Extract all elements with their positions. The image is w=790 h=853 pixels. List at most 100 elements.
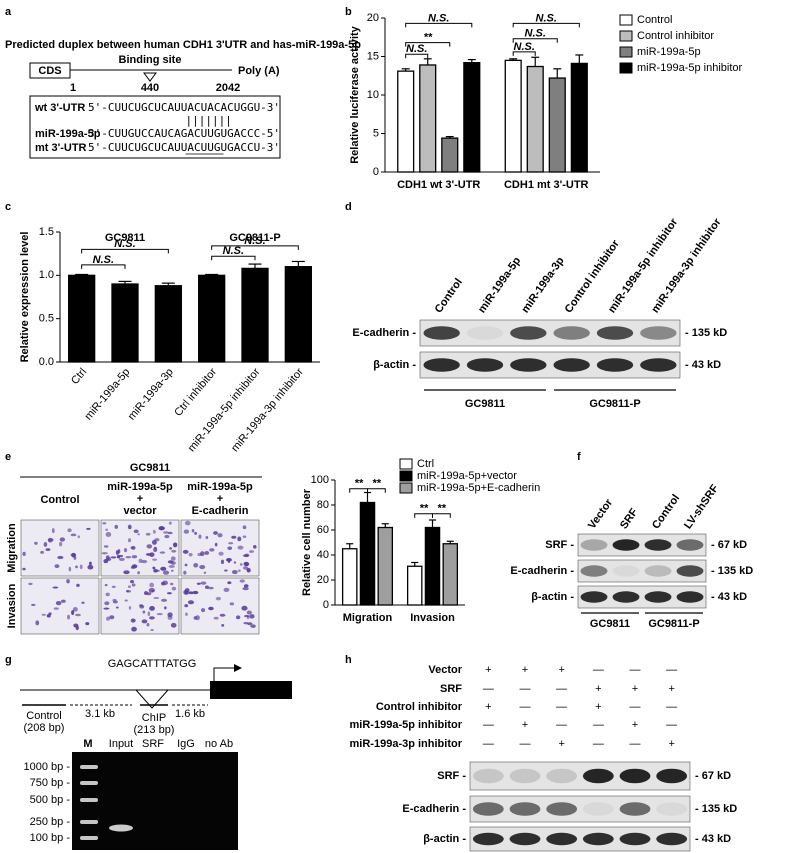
condition-sign: — — [520, 701, 531, 713]
stained-cell — [116, 555, 121, 559]
stained-cell — [131, 583, 136, 587]
region-label: Control — [26, 710, 61, 722]
blot-band — [580, 591, 608, 603]
blot-strip — [577, 585, 707, 609]
stained-cell — [153, 568, 158, 573]
stained-cell — [219, 613, 226, 617]
stained-cell — [115, 550, 120, 555]
row-label: E-cadherin - — [510, 565, 574, 577]
condition-sign: — — [593, 738, 604, 750]
stained-cell — [152, 529, 156, 534]
stained-cell — [161, 598, 168, 602]
ladder-band — [80, 781, 98, 785]
blot-band — [582, 768, 614, 784]
blot-band — [619, 768, 651, 784]
stained-cell — [126, 590, 132, 593]
blot-band — [640, 326, 677, 340]
stained-cell — [87, 564, 94, 570]
blot-band — [582, 802, 614, 816]
srf-site — [134, 689, 170, 709]
blot-band — [466, 358, 504, 372]
panel-letter: h — [345, 654, 352, 666]
bar — [341, 548, 358, 606]
stained-cell — [150, 629, 154, 632]
position-label: 1 — [70, 82, 76, 94]
annotation: N.S. — [514, 41, 535, 53]
ladder-label: 250 bp - — [30, 816, 71, 828]
stained-cell — [59, 541, 63, 547]
stained-cell — [242, 566, 249, 570]
stained-cell — [220, 559, 225, 565]
stained-cell — [57, 555, 64, 560]
stained-cell — [138, 558, 143, 563]
stained-cell — [200, 581, 207, 585]
pcr-band — [109, 824, 133, 832]
group-label: GC9811 — [105, 232, 145, 244]
legend-swatch — [399, 482, 413, 494]
size-label: - 135 kD — [695, 803, 737, 815]
condition-sign: + — [522, 664, 528, 676]
stained-cell — [85, 622, 90, 626]
row-label: E-cadherin - — [352, 327, 416, 339]
stained-cell — [158, 526, 165, 530]
stained-cell — [172, 542, 178, 548]
stained-cell — [184, 590, 189, 595]
x-tick-label: Migration — [343, 612, 393, 624]
blot-band — [553, 326, 590, 340]
condition-label: E-cadherin — [192, 505, 249, 517]
legend-label: Control — [637, 14, 672, 26]
condition-sign: + — [668, 683, 674, 695]
stained-cell — [149, 616, 155, 620]
tss-arrow — [213, 667, 234, 681]
stained-cell — [229, 602, 235, 606]
significance-bracket — [512, 51, 536, 56]
stained-cell — [246, 615, 250, 620]
stained-cell — [130, 546, 134, 549]
bar — [359, 501, 376, 606]
bar — [548, 77, 566, 173]
stained-cell — [237, 545, 244, 550]
stained-cell — [242, 586, 249, 591]
stained-cell — [86, 527, 91, 530]
stained-cell — [71, 610, 75, 615]
stained-cell — [68, 566, 72, 572]
stained-cell — [34, 541, 38, 545]
tss-arrowhead — [234, 664, 242, 672]
x-tick-label: miR-199a-5p — [82, 366, 132, 422]
condition-sign: + — [485, 664, 491, 676]
bar — [377, 526, 394, 606]
lane-label: Control — [433, 276, 465, 315]
stained-cell — [54, 564, 60, 569]
lane-label: IgG — [177, 738, 195, 750]
stained-cell — [28, 582, 33, 586]
stained-cell — [188, 553, 193, 557]
stained-cell — [137, 533, 140, 536]
stained-cell — [105, 532, 112, 537]
micrograph — [100, 519, 180, 577]
stained-cell — [164, 534, 170, 539]
micrograph — [20, 519, 100, 577]
stained-cell — [169, 547, 173, 550]
x-tick-label: Invasion — [410, 612, 455, 624]
condition-label: miR-199a-5p — [187, 481, 253, 493]
significance-bracket — [81, 248, 169, 254]
stained-cell — [239, 579, 245, 583]
condition-sign: + — [558, 664, 564, 676]
legend-label: miR-199a-5p — [637, 46, 701, 58]
sequence-label: miR-199a-5p — [35, 128, 101, 140]
stained-cell — [249, 614, 255, 619]
y-tick-label: 5 — [373, 127, 379, 139]
significance-bracket — [367, 488, 386, 493]
blot-band — [644, 591, 672, 603]
blot-strip — [469, 761, 691, 791]
condition-sign: + — [668, 738, 674, 750]
y-tick-label: 15 — [367, 50, 379, 62]
stained-cell — [168, 565, 175, 568]
condition-label: Vector — [428, 664, 462, 676]
stained-cell — [103, 607, 110, 610]
blot-band — [509, 832, 541, 846]
condition-sign: — — [666, 664, 677, 676]
row-label: SRF - — [437, 770, 466, 782]
stained-cell — [215, 596, 222, 601]
stained-cell — [185, 612, 188, 616]
